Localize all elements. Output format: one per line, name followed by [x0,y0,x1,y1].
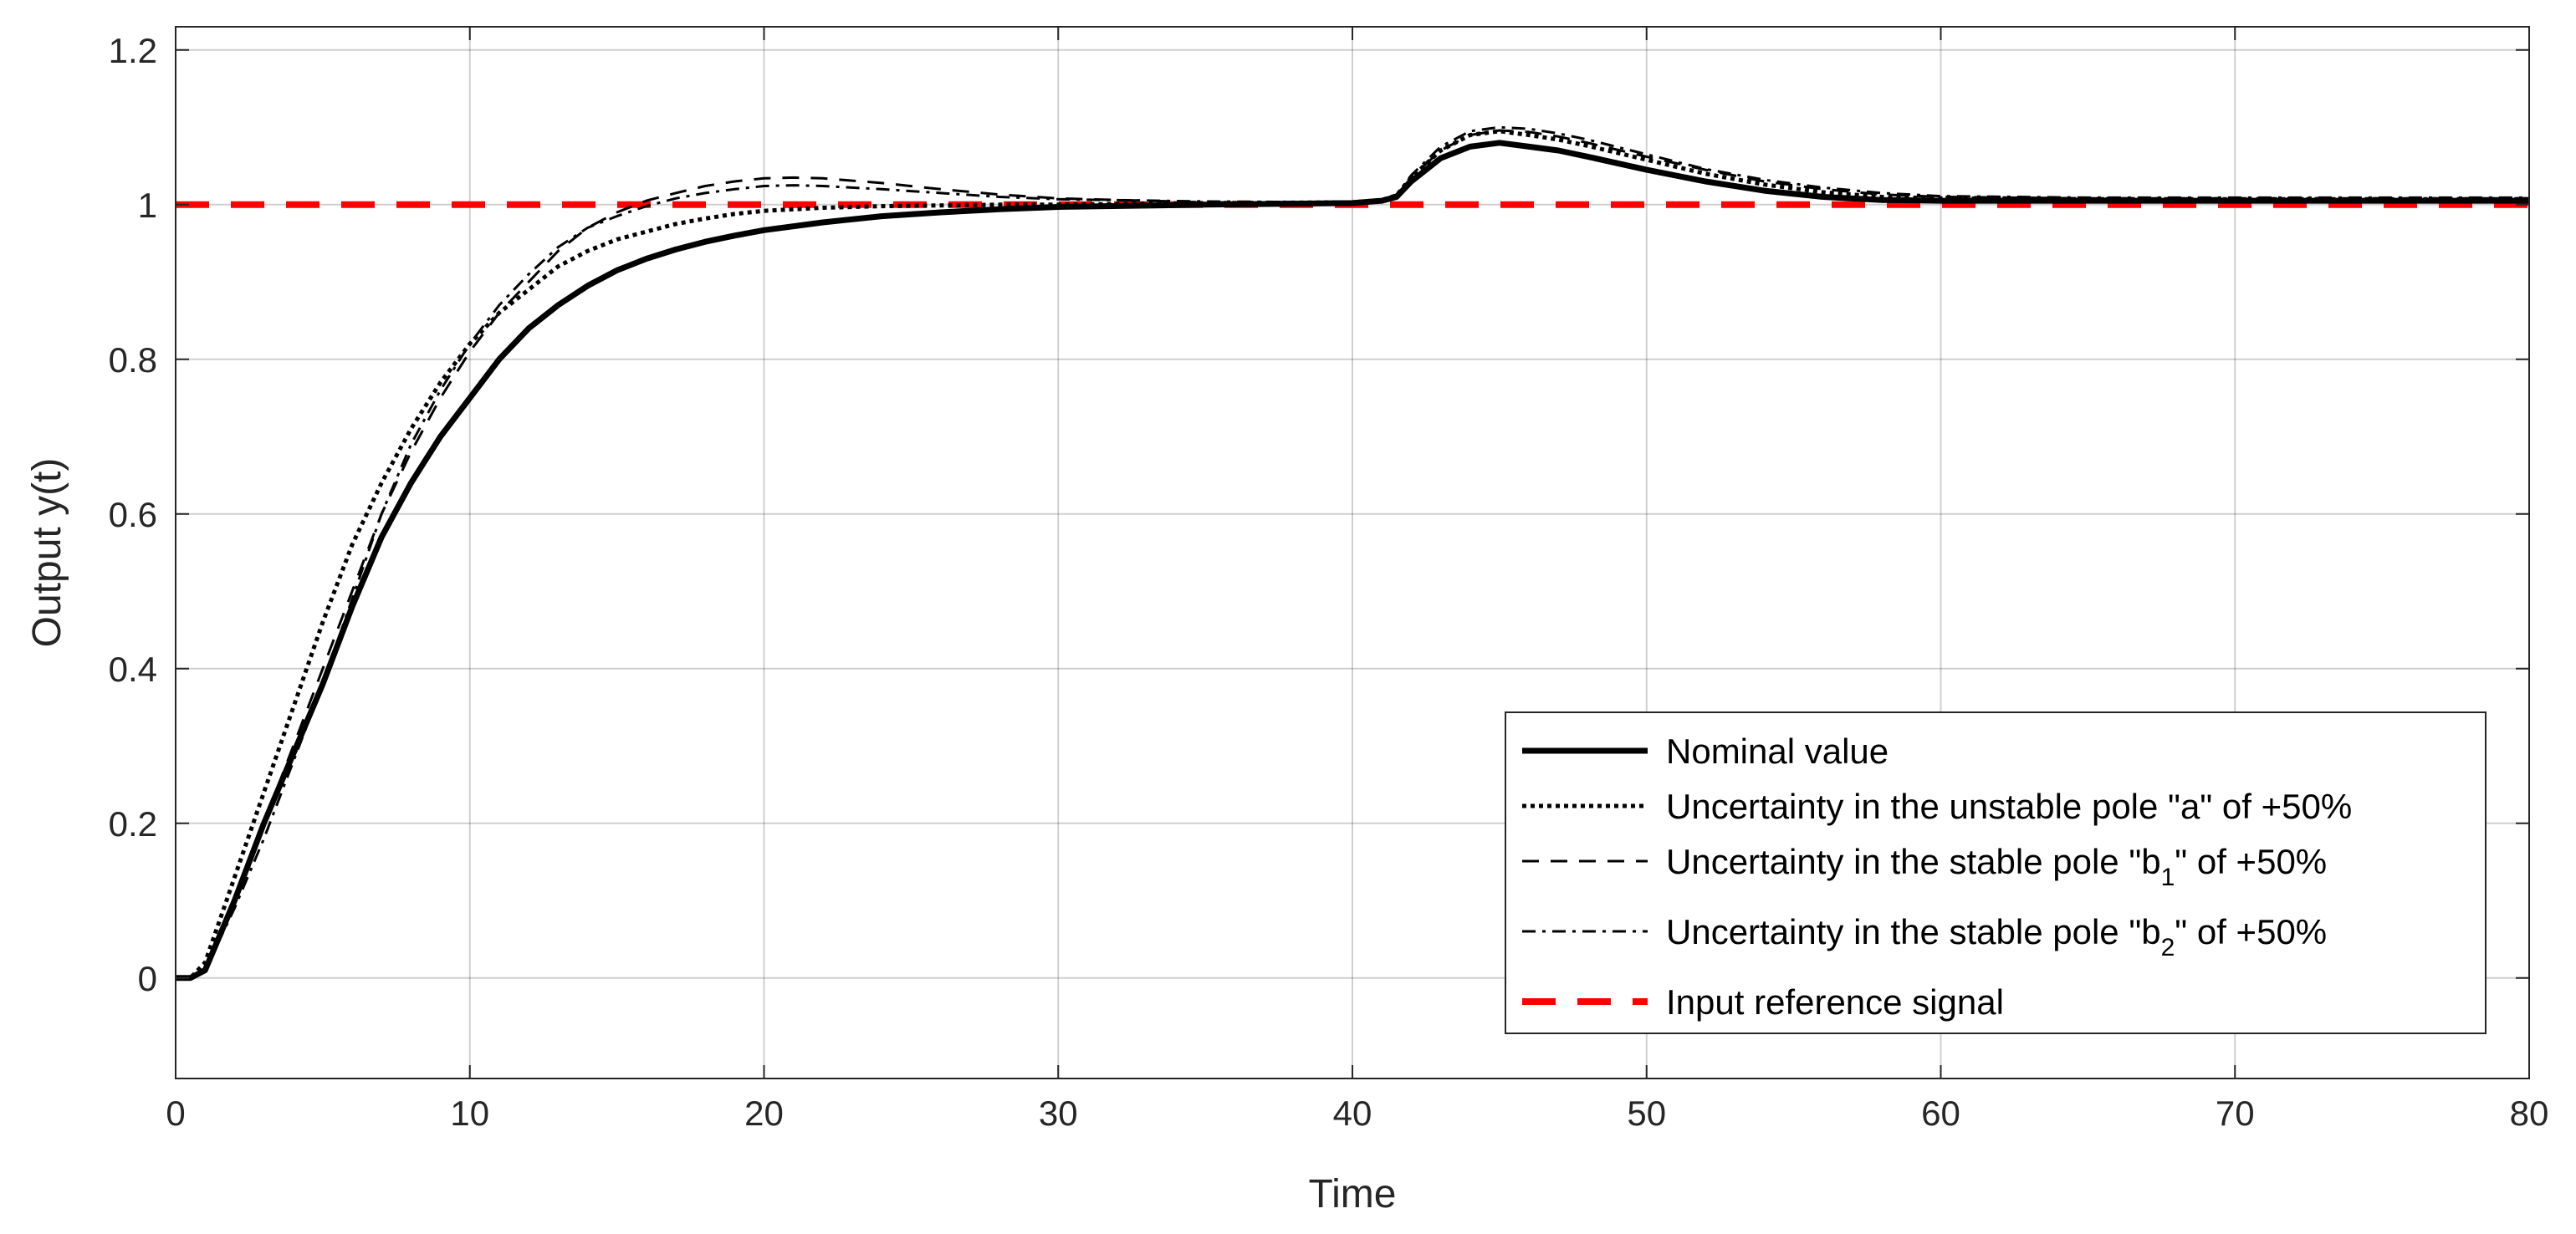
legend-entry-4: Input reference signal [1666,982,2004,1022]
y-tick-label: 0.6 [109,495,157,534]
legend-text-part: " of +50% [2175,842,2327,881]
legend-entry-1: Uncertainty in the unstable pole "a" of … [1666,787,2352,826]
legend-subscript: 2 [2161,934,2175,961]
legend-text-part: " of +50% [2175,912,2327,951]
y-tick-label: 0 [138,959,157,998]
legend-text-part: Uncertainty in the unstable pole "a" of … [1666,787,2352,826]
x-tick-label: 40 [1333,1094,1372,1133]
series-layer [176,125,2529,982]
y-tick-label: 0.2 [109,804,157,844]
x-axis-label: Time [1309,1172,1397,1216]
y-tick-label: 0.8 [109,340,157,380]
y-axis-label: Output y(t) [25,458,69,648]
x-tick-label: 30 [1039,1094,1078,1133]
legend-text-part: Uncertainty in the stable pole "b [1666,912,2161,951]
series-line-0 [176,140,2529,982]
series-line-2 [176,129,2529,980]
legend-entry-0: Nominal value [1666,732,1889,771]
legend-text-part: Nominal value [1666,732,1889,771]
x-tick-label: 60 [1921,1094,1960,1133]
legend-box [1505,711,2487,1034]
series-line-1 [176,129,2529,981]
legend-subscript: 1 [2161,864,2175,891]
legend-entry-3: Uncertainty in the stable pole "b2" of +… [1666,912,2327,961]
x-tick-label: 80 [2510,1094,2549,1133]
y-tick-label: 1.2 [109,31,157,70]
x-tick-label: 0 [166,1094,185,1133]
y-tick-label: 0.4 [109,650,157,689]
legend: Nominal value Uncertainty in the unstable… [1505,711,2487,1034]
x-tick-label: 20 [744,1094,784,1133]
legend-text-part: Uncertainty in the stable pole "b [1666,842,2161,881]
legend-text-part: Input reference signal [1666,982,2004,1022]
legend-entry-2: Uncertainty in the stable pole "b1" of +… [1666,842,2327,891]
x-tick-label: 50 [1627,1094,1666,1133]
axis-ticks: 0 10 20 30 40 50 60 70 80 0 0.2 0.4 0.6 0.8 1 1.2 [109,27,2549,1133]
x-tick-label: 10 [450,1094,489,1133]
x-tick-label: 70 [2216,1094,2255,1133]
y-tick-label: 1 [138,186,157,225]
